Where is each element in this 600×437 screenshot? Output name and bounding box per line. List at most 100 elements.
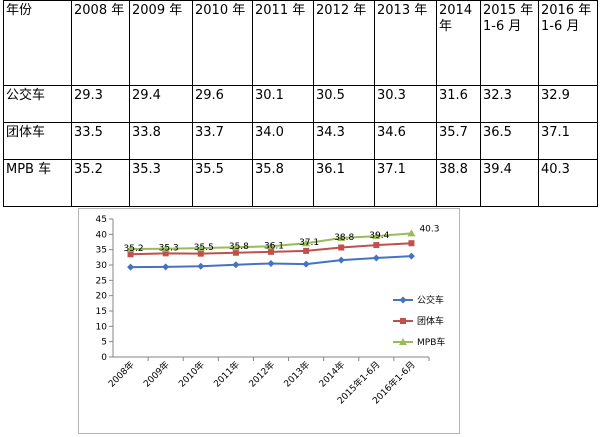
table-cell: 31.6 <box>436 85 481 123</box>
y-tick-label: 35 <box>96 246 107 256</box>
table-row: MPB 车 35.2 35.3 35.5 35.8 36.1 37.1 38.8 39.4 40.… <box>3 159 598 207</box>
table-cell: 34.0 <box>252 122 314 160</box>
table-header-cell: 2008 年 <box>71 0 130 86</box>
data-point <box>407 252 415 260</box>
table-header-cell: 2009 年 <box>129 0 193 86</box>
x-tick-label: 2013年 <box>281 359 312 390</box>
table-cell: 38.8 <box>436 159 481 207</box>
data-label: 35.3 <box>159 244 179 254</box>
table-cell: 36.1 <box>313 159 375 207</box>
data-point <box>232 261 240 269</box>
table-cell: 33.7 <box>192 122 253 160</box>
table-header-cell: 2010 年 <box>192 0 253 86</box>
table-cell: 40.3 <box>538 159 598 207</box>
data-point <box>126 245 135 253</box>
data-point <box>338 244 345 251</box>
y-tick-label: 15 <box>96 307 107 317</box>
table-header-cell: 2014 年 <box>436 0 481 86</box>
table-cell: 37.1 <box>538 122 598 160</box>
data-point <box>372 232 381 240</box>
y-tick-label: 25 <box>96 276 107 286</box>
table-cell: 34.6 <box>374 122 437 160</box>
y-tick-label: 0 <box>101 353 107 363</box>
data-point <box>268 248 274 255</box>
data-label: 40.3 <box>419 224 439 234</box>
data-point <box>303 247 310 254</box>
table-header-row: 年份 2008 年 2009 年 2010 年 2011 年 2012 年 2013 年 20… <box>3 0 598 86</box>
data-point <box>373 242 380 249</box>
x-tick-label: 2010年 <box>176 359 207 390</box>
table-cell: 37.1 <box>374 159 437 207</box>
table-header-cell: 2011 年 <box>252 0 314 86</box>
data-label: 36.1 <box>264 241 284 251</box>
table-header-cell: 年份 <box>3 0 72 86</box>
table-cell: 35.5 <box>192 159 253 207</box>
y-tick-label: 20 <box>96 292 108 302</box>
table-cell: 35.3 <box>129 159 193 207</box>
data-point <box>267 242 275 250</box>
y-tick-label: 40 <box>96 230 108 240</box>
legend-label: MPB车 <box>417 336 445 348</box>
data-point <box>162 263 170 271</box>
table-cell: 32.3 <box>480 85 539 123</box>
legend-label: 团体车 <box>417 315 444 327</box>
legend-marker <box>400 318 406 324</box>
table-cell: 30.1 <box>252 85 314 123</box>
x-tick-label: 2014年 <box>316 359 347 390</box>
table-cell: 39.4 <box>480 159 539 207</box>
data-label: 35.8 <box>229 242 249 252</box>
data-point <box>232 249 239 256</box>
legend-marker <box>399 338 407 345</box>
data-label: 35.5 <box>194 243 214 253</box>
y-tick-label: 5 <box>101 338 107 348</box>
table-row: 团体车 33.5 33.8 33.7 34.0 34.3 34.6 35.7 36.5 37.1 <box>3 122 598 160</box>
line-chart: 0 5 10 15 20 25 30 35 40 45 2008年 2009年 2010年 2011年 20… <box>78 208 460 434</box>
x-tick-label: 2011年 <box>211 359 242 390</box>
data-table: 年份 2008 年 2009 年 2010 年 2011 年 2012 年 2013 年 20… <box>3 0 598 207</box>
data-point <box>127 263 135 271</box>
table-cell: 29.3 <box>71 85 130 123</box>
table-cell: 35.2 <box>71 159 130 207</box>
table-cell: 30.5 <box>313 85 375 123</box>
x-tick-label: 2009年 <box>141 359 172 390</box>
data-label: 37.1 <box>299 238 319 248</box>
table-cell: 36.5 <box>480 122 539 160</box>
data-point <box>408 240 415 247</box>
row-label-cell: 公交车 <box>3 85 72 123</box>
table-row: 公交车 29.3 29.4 29.6 30.1 30.5 30.3 31.6 32.3 32.9 <box>3 85 598 123</box>
table-cell: 32.9 <box>538 85 598 123</box>
data-point <box>196 244 205 252</box>
data-point <box>337 234 346 242</box>
table-header-cell: 2016 年 1-6 月 <box>538 0 598 86</box>
table-header-cell: 2013 年 <box>374 0 437 86</box>
table-cell: 29.4 <box>129 85 193 123</box>
table-cell: 35.8 <box>252 159 314 207</box>
data-point <box>302 239 311 247</box>
table-header-cell: 2012 年 <box>313 0 375 86</box>
y-tick-label: 30 <box>96 261 108 271</box>
data-label: 39.4 <box>369 231 389 241</box>
x-tick-label: 2008年 <box>106 359 137 390</box>
data-label: 35.2 <box>124 244 144 254</box>
data-point <box>372 254 380 262</box>
data-point <box>161 244 170 252</box>
table-cell: 34.3 <box>313 122 375 160</box>
table-header-cell: 2015 年 1-6 月 <box>480 0 539 86</box>
table-cell: 35.7 <box>436 122 481 160</box>
data-point <box>162 250 169 257</box>
table-cell: 33.5 <box>71 122 130 160</box>
data-point <box>302 260 310 268</box>
data-point <box>197 250 204 257</box>
x-tick-label: 2012年 <box>246 359 277 390</box>
row-label-cell: 团体车 <box>3 122 72 160</box>
data-point <box>407 229 416 237</box>
data-point <box>197 262 205 270</box>
data-label: 38.8 <box>334 233 354 243</box>
legend-label: 公交车 <box>417 294 444 306</box>
data-point <box>337 256 345 264</box>
row-label-cell: MPB 车 <box>3 159 72 207</box>
y-tick-label: 45 <box>96 215 107 225</box>
data-point <box>267 259 275 267</box>
table-cell: 29.6 <box>192 85 253 123</box>
